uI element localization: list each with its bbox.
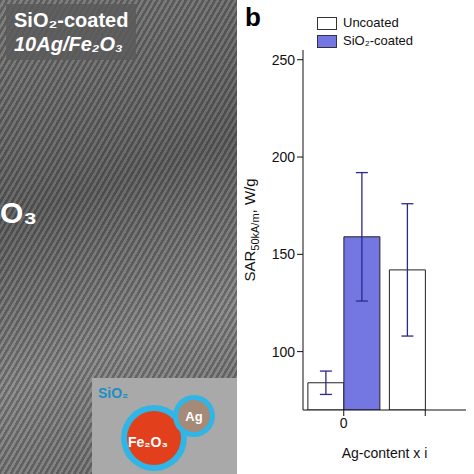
html-text:10Ag/Fe₂O₃: 10Ag/Fe₂O₃ xyxy=(14,33,123,55)
html-text:b: b xyxy=(245,2,261,32)
svg-text:250: 250 xyxy=(272,52,296,68)
svg-text:SiO₂: SiO₂ xyxy=(98,385,128,401)
html-text:SiO₂-coated: SiO₂-coated xyxy=(343,33,414,48)
svg-text:Fe₂O₃: Fe₂O₃ xyxy=(128,434,168,450)
html-text:SiO₂-coated: SiO₂-coated xyxy=(14,9,129,31)
html-text:Uncoated: Uncoated xyxy=(343,15,399,30)
svg-text:0: 0 xyxy=(340,415,348,431)
svg-text:150: 150 xyxy=(272,246,296,262)
svg-text:Ag: Ag xyxy=(185,409,202,424)
svg-text:SAR50kA/m, W/g: SAR50kA/m, W/g xyxy=(241,178,261,281)
svg-text:Ag-content x i: Ag-content x i xyxy=(342,445,428,461)
svg-text:200: 200 xyxy=(272,149,296,165)
html-text:O₃: O₃ xyxy=(0,196,38,229)
svg-text:100: 100 xyxy=(272,344,296,360)
